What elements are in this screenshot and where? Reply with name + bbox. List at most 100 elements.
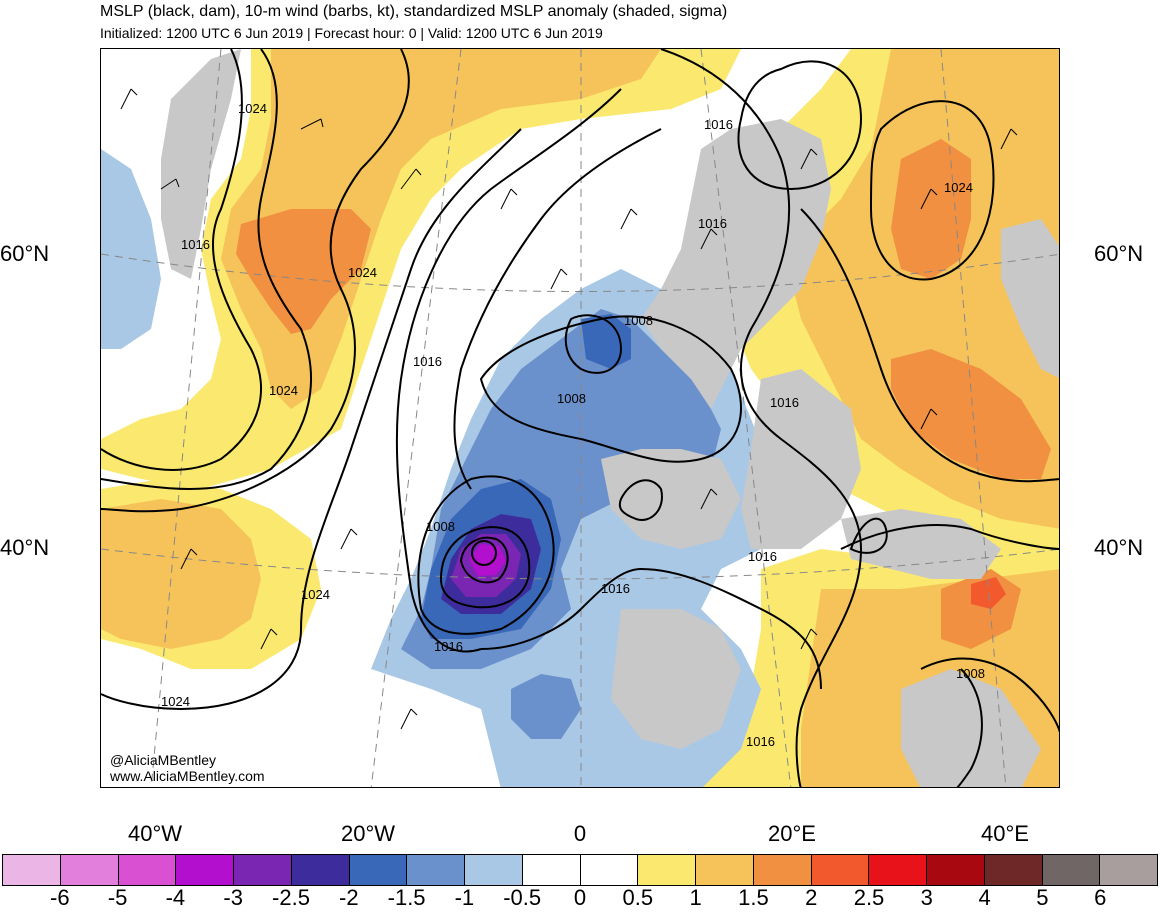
isobar	[459, 536, 509, 584]
land-mask	[161, 49, 1059, 787]
credit-website[interactable]: www.AliciaMBentley.com	[110, 768, 265, 784]
isobar	[395, 88, 622, 653]
colorbar-tick-label: 5	[1036, 885, 1049, 910]
colorbar-tick-label: 4	[978, 885, 991, 910]
wind-barb	[300, 118, 324, 130]
wind-barb	[700, 228, 718, 250]
colorbar-swatch	[927, 855, 985, 885]
colorbar-swatch	[1042, 855, 1101, 885]
wind-barb	[620, 208, 638, 230]
isobar	[439, 525, 531, 609]
anomaly-area-atlantic-inner	[101, 499, 261, 649]
isobar	[101, 49, 262, 471]
colorbar-swatch	[753, 855, 812, 885]
wind-barb	[800, 148, 818, 170]
wind-barb	[920, 408, 938, 430]
lat-line-40n	[101, 548, 1059, 580]
contour-label: 1016	[601, 581, 630, 596]
colorbar-tick-label: 0	[573, 885, 587, 910]
contour-label: 1016	[770, 395, 799, 410]
colorbar-tick-label: -4	[165, 885, 186, 910]
lon-label-40e: 40°E	[981, 821, 1029, 846]
colorbar-swatch	[696, 855, 754, 885]
lon-label-0: 0	[573, 821, 587, 846]
isobar	[453, 128, 662, 490]
contour-label: 1008	[426, 519, 455, 534]
colorbar-swatch	[349, 855, 408, 885]
colorbar-swatch	[407, 855, 465, 885]
colorbar-swatch	[118, 855, 177, 885]
isobar	[920, 657, 1059, 734]
anomaly-area-greenland-core	[236, 209, 371, 334]
anomaly-area-africa	[511, 674, 581, 739]
isobar	[956, 668, 983, 787]
isobar	[618, 479, 663, 521]
anomaly-area-greenland-inner	[221, 49, 661, 409]
wind-barb	[340, 528, 358, 550]
colorbar-swatch	[580, 855, 639, 885]
colorbar-tick-label: 1.5	[738, 885, 769, 910]
lon-line-20w	[370, 49, 462, 787]
colorbar-tick-label: -6	[50, 885, 70, 910]
contour-label: 1008	[624, 313, 653, 328]
isobar	[101, 128, 522, 711]
lat-line-60n	[101, 253, 1059, 292]
contour-label: 1024	[348, 265, 377, 280]
colorbar-tick-label: 1	[689, 885, 702, 910]
isobar	[849, 517, 888, 554]
chart-title: MSLP (black, dam), 10-m wind (barbs, kt)…	[100, 3, 728, 20]
colorbar-swatch	[984, 855, 1043, 885]
chart-subtitle: Initialized: 1200 UTC 6 Jun 2019 | Forec…	[100, 25, 603, 41]
colorbar-tick-label: 2	[805, 885, 818, 910]
contour-label: 1024	[238, 101, 267, 116]
isobars	[101, 49, 1059, 787]
weather-map[interactable]: 1024 1016 1024 1024 1016 1008 1008 1016 …	[100, 48, 1060, 788]
colorbar-swatch	[465, 855, 523, 885]
colorbar-tick-label: 6	[1094, 885, 1107, 910]
isobar	[660, 49, 863, 787]
colorbar-tick-label: -1.5	[387, 885, 426, 910]
isobar	[101, 49, 312, 490]
contour-label: 1016	[181, 237, 210, 252]
colorbar-swatch	[869, 855, 927, 885]
lon-line-20e	[700, 49, 792, 787]
colorbar-swatch	[291, 855, 350, 885]
lat-label-60n-left: 60°N	[0, 241, 50, 266]
credit-handle: @AliciaMBentley	[110, 752, 217, 768]
colorbar-swatch	[522, 855, 581, 885]
contour-label: 1024	[269, 383, 298, 398]
land-middle-east	[901, 669, 1041, 787]
colorbar-tick-label: -1	[454, 885, 475, 910]
wind-barb	[260, 628, 278, 650]
isobar	[564, 314, 623, 374]
lon-label-20w: 20°W	[340, 821, 396, 846]
contour-label: 1016	[698, 216, 727, 231]
wind-barb	[550, 268, 568, 290]
colorbar-tick-label: -2.5	[272, 885, 310, 910]
wind-barb	[1000, 128, 1018, 150]
colorbar-swatch	[60, 855, 119, 885]
contour-label: 1016	[434, 639, 463, 654]
land-north-africa	[611, 609, 741, 749]
anomaly-area-labrador	[101, 149, 161, 349]
wind-barb	[120, 88, 138, 110]
anomaly-area-russia-core-north	[891, 139, 971, 279]
low-center	[471, 540, 497, 566]
anomaly-area-north-sea	[581, 314, 631, 369]
lat-label-60n-right: 60°N	[1094, 241, 1144, 266]
colorbar-swatch	[176, 855, 234, 885]
wind-barbs	[120, 88, 1018, 730]
land-scandinavia	[641, 119, 831, 409]
contour-label: 1016	[748, 549, 777, 564]
contour-label: 1024	[161, 694, 190, 709]
contour-label: 1024	[301, 587, 330, 602]
contour-label: 1008	[557, 391, 586, 406]
isobar	[800, 208, 1059, 483]
land-central-europe	[601, 449, 741, 549]
land-greenland	[161, 49, 241, 279]
colorbar-tick-label: -0.5	[503, 885, 542, 910]
land-eastern-europe	[741, 369, 861, 549]
contour-label: 1016	[746, 734, 775, 749]
lon-line-40w	[150, 49, 222, 787]
isobar	[101, 49, 410, 513]
